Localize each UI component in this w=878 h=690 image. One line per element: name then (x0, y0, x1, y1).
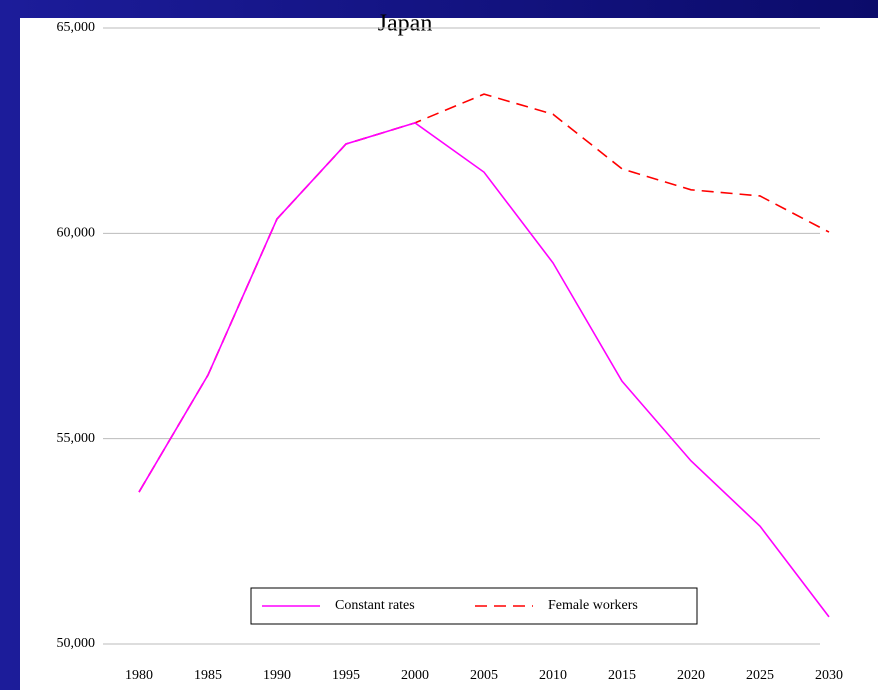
legend-label: Female workers (548, 598, 638, 613)
x-tick-label: 2005 (470, 668, 498, 683)
x-tick-label: 1995 (332, 668, 360, 683)
chart-area (20, 18, 878, 690)
y-tick-label: 55,000 (57, 431, 96, 446)
y-tick-label: 65,000 (57, 20, 96, 35)
legend-box (250, 587, 698, 625)
x-tick-label: 2015 (608, 668, 636, 683)
x-tick-label: 2025 (746, 668, 774, 683)
x-tick-label: 2030 (815, 668, 843, 683)
x-tick-label: 2010 (539, 668, 567, 683)
x-tick-label: 1990 (263, 668, 291, 683)
x-tick-label: 1980 (125, 668, 153, 683)
chart-title: Japan (378, 11, 433, 37)
series-line (138, 121, 830, 618)
x-tick-label: 1985 (194, 668, 222, 683)
x-tick-label: 2000 (401, 668, 429, 683)
x-tick-label: 2020 (677, 668, 705, 683)
y-tick-label: 60,000 (57, 226, 96, 241)
y-tick-label: 50,000 (57, 636, 96, 651)
legend-label: Constant rates (335, 598, 415, 613)
